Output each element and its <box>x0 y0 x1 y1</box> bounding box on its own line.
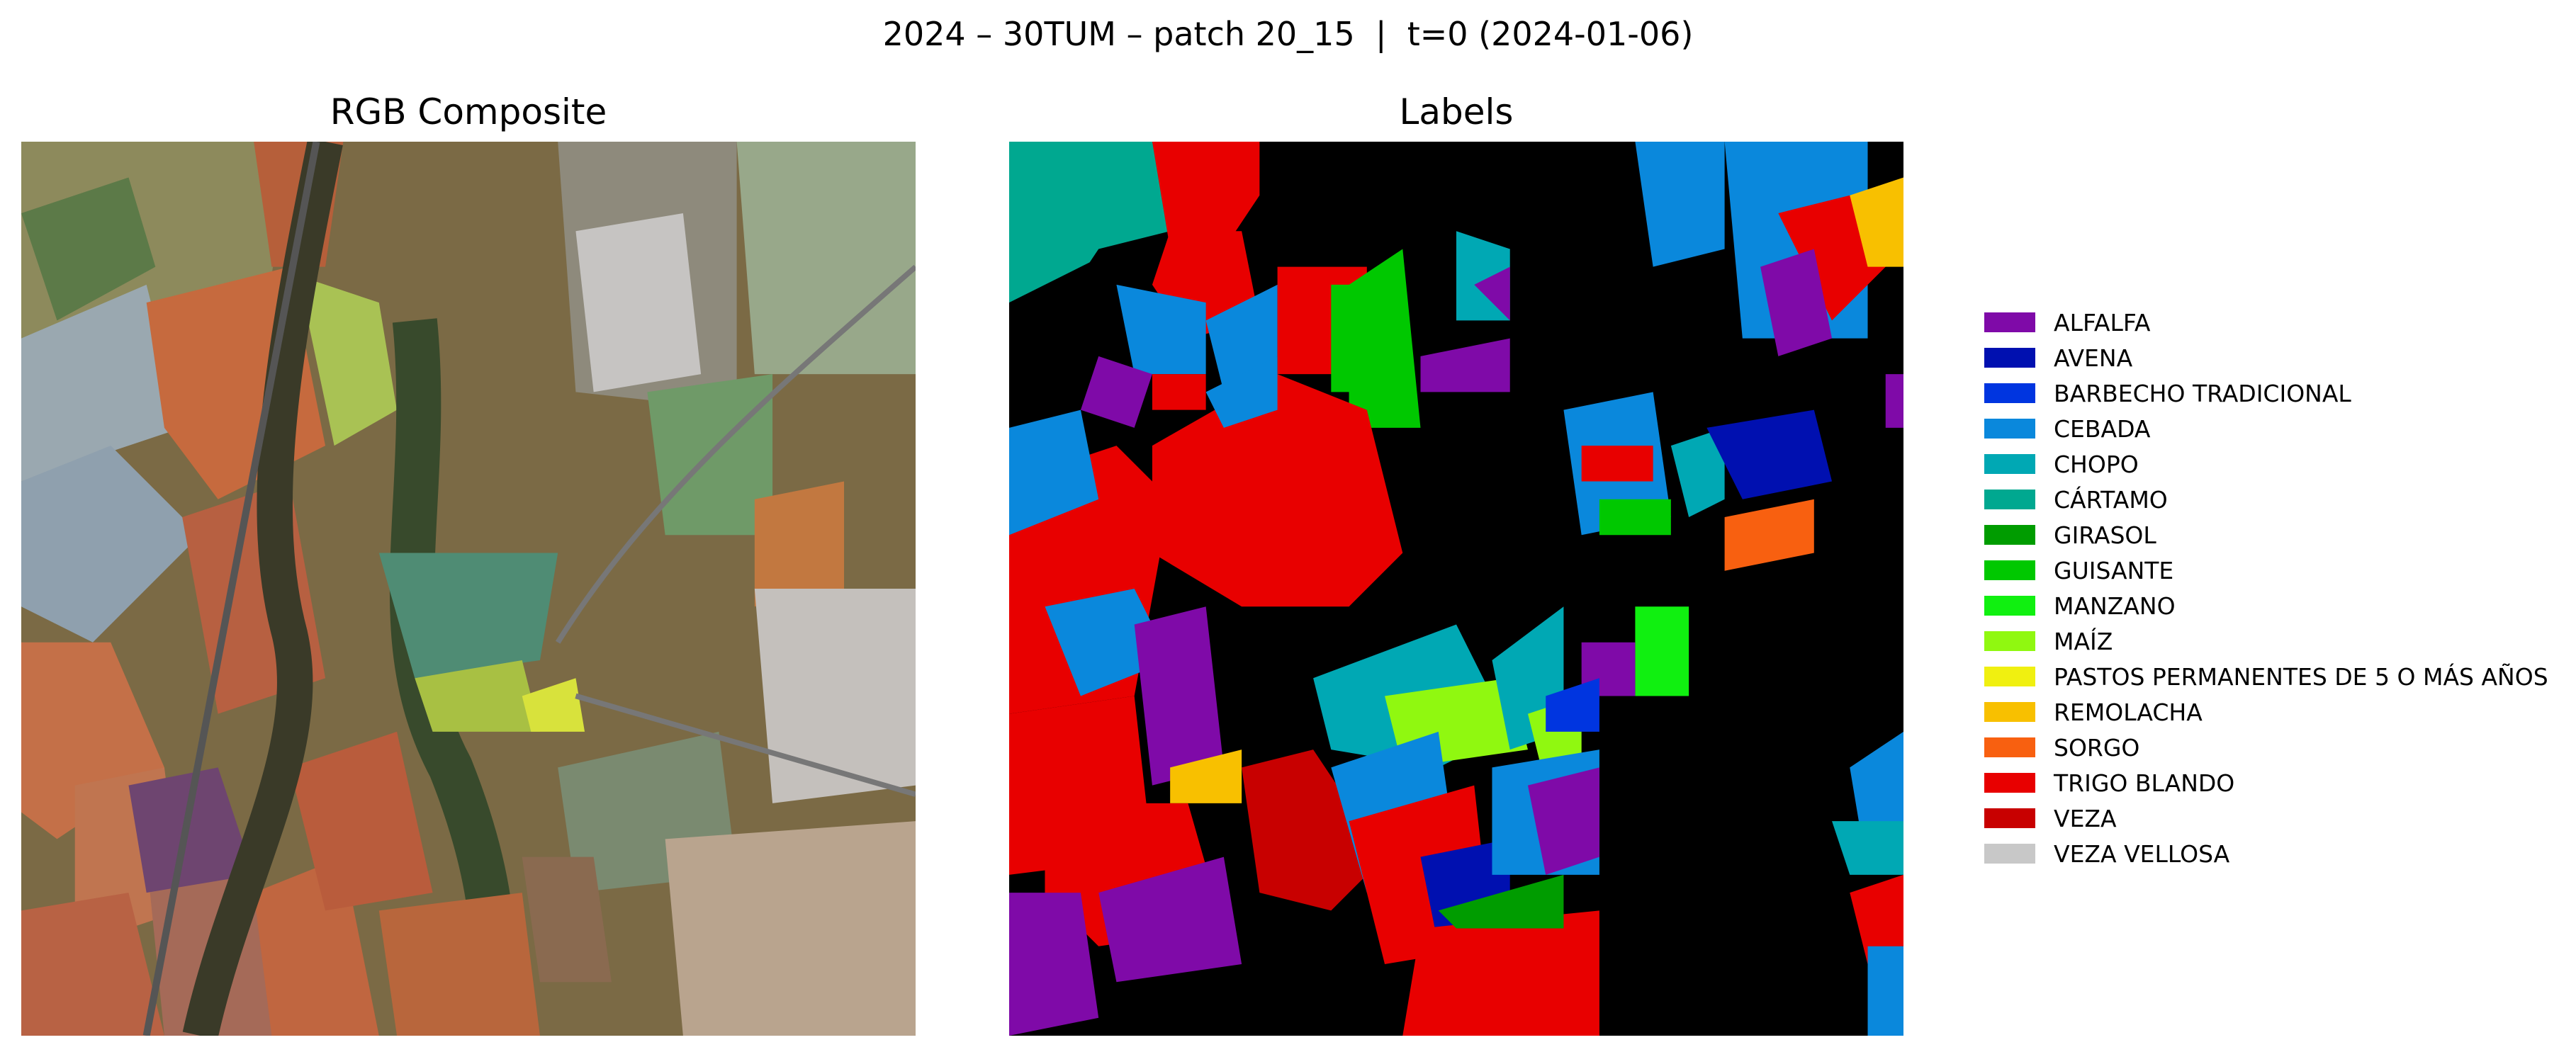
legend-item: TRIGO BLANDO <box>1984 765 2565 801</box>
legend-swatch <box>1984 383 2035 403</box>
legend-label: GIRASOL <box>2054 521 2156 549</box>
legend-label: REMOLACHA <box>2054 698 2203 726</box>
legend-swatch <box>1984 667 2035 686</box>
rgb-composite-image <box>21 142 916 1036</box>
legend-swatch <box>1984 808 2035 828</box>
legend-item: MAÍZ <box>1984 623 2565 659</box>
legend-label: VEZA <box>2054 804 2117 832</box>
legend-swatch <box>1984 773 2035 793</box>
legend-label: BARBECHO TRADICIONAL <box>2054 379 2351 407</box>
figure-title: 2024 – 30TUM – patch 20_15 | t=0 (2024-0… <box>882 15 1694 53</box>
legend-item: MANZANO <box>1984 588 2565 623</box>
legend-item: VEZA <box>1984 801 2565 836</box>
legend-label: CÁRTAMO <box>2054 485 2168 514</box>
legend: ALFALFA AVENA BARBECHO TRADICIONAL CEBADA CH… <box>1984 305 2565 871</box>
legend-item: SORGO <box>1984 730 2565 765</box>
legend-label: CEBADA <box>2054 414 2151 443</box>
legend-swatch <box>1984 454 2035 474</box>
legend-label: VEZA VELLOSA <box>2054 839 2230 868</box>
legend-item: ALFALFA <box>1984 305 2565 340</box>
legend-item: GUISANTE <box>1984 553 2565 588</box>
legend-swatch <box>1984 596 2035 616</box>
legend-item: CHOPO <box>1984 446 2565 482</box>
legend-label: AVENA <box>2054 344 2133 372</box>
legend-label: CHOPO <box>2054 450 2139 478</box>
legend-label: MAÍZ <box>2054 627 2113 655</box>
legend-item: AVENA <box>1984 340 2565 375</box>
legend-swatch <box>1984 560 2035 580</box>
legend-label: MANZANO <box>2054 592 2176 620</box>
legend-label: SORGO <box>2054 733 2140 762</box>
legend-label: ALFALFA <box>2054 308 2151 336</box>
legend-item: REMOLACHA <box>1984 694 2565 730</box>
labels-map <box>1009 142 1903 1036</box>
legend-swatch <box>1984 631 2035 651</box>
legend-label: TRIGO BLANDO <box>2054 769 2235 797</box>
labels-panel-title: Labels <box>1399 91 1514 132</box>
legend-item: CEBADA <box>1984 411 2565 446</box>
legend-label: PASTOS PERMANENTES DE 5 O MÁS AÑOS <box>2054 662 2548 691</box>
legend-swatch <box>1984 490 2035 509</box>
legend-swatch <box>1984 419 2035 439</box>
legend-item: GIRASOL <box>1984 517 2565 553</box>
legend-swatch <box>1984 737 2035 757</box>
legend-swatch <box>1984 348 2035 368</box>
legend-item: VEZA VELLOSA <box>1984 836 2565 871</box>
legend-swatch <box>1984 702 2035 722</box>
legend-swatch <box>1984 312 2035 332</box>
legend-item: BARBECHO TRADICIONAL <box>1984 375 2565 411</box>
legend-item: CÁRTAMO <box>1984 482 2565 517</box>
legend-swatch <box>1984 525 2035 545</box>
legend-label: GUISANTE <box>2054 556 2174 584</box>
legend-swatch <box>1984 844 2035 864</box>
rgb-panel-title: RGB Composite <box>330 91 607 132</box>
legend-item: PASTOS PERMANENTES DE 5 O MÁS AÑOS <box>1984 659 2565 694</box>
